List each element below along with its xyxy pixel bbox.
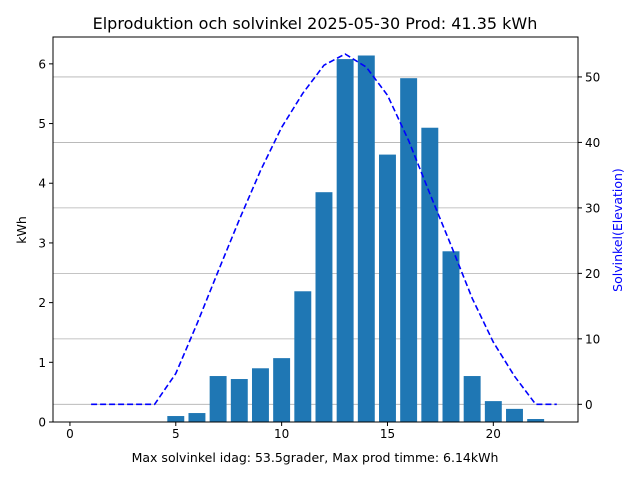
x-tick-label: 15 (380, 427, 395, 441)
bar (400, 78, 418, 423)
y-tick-label: 2 (38, 296, 46, 310)
bar (273, 358, 291, 422)
bar (357, 55, 375, 422)
y2-tick-label: 40 (585, 136, 600, 150)
elevation-line (91, 53, 557, 406)
bar (230, 379, 248, 422)
bar (336, 59, 354, 423)
y2-axis-label: Solvinkel(Elevation) (610, 168, 625, 292)
x-axis-label: Max solvinkel idag: 53.5grader, Max prod… (132, 450, 499, 465)
x-tick-label: 20 (486, 427, 501, 441)
bar (379, 154, 396, 422)
bar-layer (167, 55, 545, 423)
bar (442, 251, 460, 422)
bar (506, 408, 523, 422)
bar (167, 416, 185, 422)
line-layer (91, 53, 557, 406)
y2-tick-label: 50 (585, 70, 600, 84)
y-tick-label: 5 (38, 117, 46, 131)
bar (484, 401, 502, 422)
bar (188, 413, 206, 422)
bar (251, 368, 269, 422)
x-tick-label: 0 (66, 427, 74, 441)
x-tick-label: 5 (172, 427, 180, 441)
y2-tick-label: 10 (585, 332, 600, 346)
y-tick-label: 6 (38, 57, 46, 71)
axis-layer: 0 5 10 15 20 0 1 2 3 4 5 6 0 10 20 30 40 50 (38, 36, 600, 441)
y-tick-label: 4 (38, 177, 46, 191)
x-tick-label: 10 (274, 427, 289, 441)
bar (315, 192, 333, 422)
bar (294, 291, 312, 422)
bar (209, 376, 227, 422)
y2-tick-label: 30 (585, 201, 600, 215)
plot-frame (52, 36, 579, 423)
y-tick-label: 0 (38, 416, 46, 430)
chart-title: Elproduktion och solvinkel 2025-05-30 Pr… (93, 14, 538, 33)
bar (527, 419, 545, 422)
y-axis-label: kWh (14, 216, 29, 244)
bar (463, 376, 481, 422)
bar (421, 127, 439, 422)
y2-tick-label: 20 (585, 267, 600, 281)
y-tick-label: 3 (38, 236, 46, 250)
y-tick-label: 1 (38, 356, 46, 370)
y2-tick-label: 0 (585, 398, 593, 412)
